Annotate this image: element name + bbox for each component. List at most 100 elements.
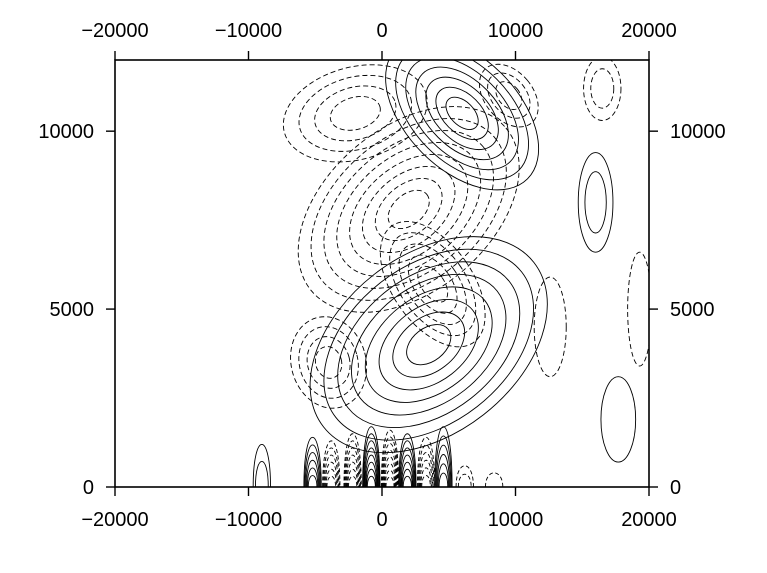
contour-lobe-6-ring-2 [495, 81, 523, 110]
contour-lobe-4-ring-2 [306, 336, 351, 389]
surface-cell-4-ring-4 [383, 456, 397, 487]
contour-lobe-1-ring-5 [378, 298, 479, 391]
surface-cell-10-ring-1 [254, 461, 269, 487]
surface-cell-4-ring-3 [382, 450, 398, 487]
contour-lobe-6-ring-0 [479, 63, 539, 128]
surface-cell-6-ring-1 [417, 444, 435, 487]
surface-cell-3-ring-2 [363, 440, 380, 487]
surface-cell-1-ring-0 [322, 440, 341, 487]
surface-cell-4-ring-5 [384, 463, 396, 487]
surface-cell-1-ring-1 [323, 447, 340, 487]
surface-cell-6-ring-4 [420, 467, 432, 487]
contour-lobe-1-ring-2 [337, 261, 521, 429]
surface-cell-1-ring-5 [326, 475, 337, 487]
contour-lobe-8-ring-1 [584, 171, 607, 234]
contour-lobe-4-ring-1 [298, 326, 359, 399]
contour-lobe-0-ring-3 [415, 66, 509, 161]
surface-cell-3-ring-3 [364, 447, 379, 487]
contour-lobe-8-ring-0 [577, 152, 614, 253]
x-tick-label-bottom: −20000 [81, 509, 148, 531]
surface-cell-0-ring-1 [304, 444, 321, 487]
surface-cell-1-ring-2 [323, 454, 339, 487]
surface-cell-5-ring-0 [398, 433, 417, 487]
surface-cell-3-ring-6 [366, 468, 377, 487]
contour-lobe-3-ring-2 [398, 243, 467, 325]
surface-cell-9-ring-0 [485, 472, 504, 487]
contour-lobe-2-ring-6 [374, 177, 443, 241]
contour-lobe-1-ring-1 [323, 248, 534, 441]
surface-cell-8-ring-0 [455, 465, 474, 487]
contour-lobe-5-ring-1 [298, 74, 413, 152]
contour-lobe-2-ring-3 [336, 142, 482, 277]
contour-lines [252, 60, 649, 487]
contour-lobe-2-ring-7 [387, 189, 430, 230]
surface-cell-10-ring-0 [252, 443, 271, 487]
contour-lobe-1-ring-7 [406, 324, 452, 366]
contour-lobe-2-ring-0 [297, 106, 520, 313]
x-tick-label-bottom: −10000 [215, 509, 282, 531]
contour-lobe-0-ring-6 [445, 96, 479, 130]
contour-lobe-3-ring-4 [417, 265, 449, 303]
surface-cell-3-ring-0 [362, 426, 381, 487]
surface-cell-7-ring-4 [437, 463, 450, 487]
surface-cell-5-ring-1 [398, 440, 416, 487]
surface-cell-2-ring-3 [345, 454, 360, 487]
contour-lobe-7-ring-0 [583, 60, 622, 121]
surface-cell-7-ring-3 [436, 454, 450, 487]
x-tick-label-top: −10000 [215, 20, 282, 42]
contour-lobe-0-ring-5 [435, 86, 489, 140]
surface-cell-3-ring-7 [366, 475, 376, 487]
surface-cell-3-ring-4 [364, 454, 378, 487]
contour-lobe-1-ring-6 [392, 311, 466, 378]
surface-cell-0-ring-5 [307, 475, 318, 487]
surface-cell-2-ring-1 [344, 440, 362, 487]
axes: −20000 −20000 −10000 −10000 0 0 10000 10000 2000… [38, 20, 725, 531]
surface-cell-4-ring-7 [385, 476, 395, 487]
surface-cell-6-ring-2 [418, 452, 434, 487]
surface-cell-7-ring-0 [434, 426, 453, 487]
surface-cell-7-ring-2 [436, 444, 451, 487]
surface-cell-2-ring-2 [345, 447, 361, 487]
y-tick-label-right: 5000 [670, 299, 715, 321]
contour-lobe-10-ring-0 [533, 276, 567, 378]
y-tick-label-left: 0 [83, 477, 94, 499]
surface-cell-0-ring-3 [306, 459, 320, 487]
surface-cell-6-ring-0 [416, 437, 436, 487]
surface-cell-4-ring-1 [381, 436, 399, 487]
contour-lobe-2-ring-1 [310, 118, 507, 301]
contour-lobe-1-ring-4 [364, 286, 493, 403]
surface-cell-3-ring-1 [362, 433, 380, 487]
contour-lobe-0-ring-1 [395, 60, 529, 181]
surface-cell-1-ring-3 [324, 462, 338, 487]
contour-lobe-1-ring-3 [351, 273, 507, 416]
surface-cell-2-ring-0 [343, 433, 362, 487]
contour-lobe-1-ring-0 [309, 236, 548, 454]
surface-cell-7-ring-5 [438, 472, 449, 487]
x-tick-label-bottom: 20000 [621, 509, 677, 531]
contour-lobe-3-ring-0 [379, 221, 486, 348]
contour-lobe-5-ring-0 [282, 64, 428, 163]
x-tick-label-top: 10000 [488, 20, 544, 42]
surface-cell-5-ring-2 [399, 447, 415, 487]
contour-lobe-3-ring-3 [407, 254, 458, 314]
contour-lobe-6-ring-1 [487, 72, 531, 119]
surface-cell-0-ring-2 [305, 452, 320, 487]
surface-cell-1-ring-4 [325, 468, 337, 487]
surface-cell-2-ring-6 [348, 475, 358, 487]
contour-lobe-9-ring-0 [627, 251, 649, 367]
surface-cell-6-ring-5 [421, 475, 431, 487]
contour-lobe-5-ring-3 [329, 96, 381, 131]
surface-cell-7-ring-1 [435, 435, 452, 487]
y-tick-label-left: 10000 [38, 121, 94, 143]
x-tick-label-bottom: 0 [376, 509, 387, 531]
plot-frame [114, 59, 650, 488]
surface-cell-4-ring-6 [384, 469, 396, 487]
surface-cell-5-ring-6 [402, 475, 412, 487]
contour-lobe-3-ring-1 [389, 232, 477, 337]
y-tick-label-right: 0 [670, 477, 681, 499]
x-tick-label-top: 20000 [621, 20, 677, 42]
x-tick-label-top: −20000 [81, 20, 148, 42]
y-tick-label-left: 5000 [50, 299, 95, 321]
contour-lobe-7-ring-1 [590, 68, 615, 109]
